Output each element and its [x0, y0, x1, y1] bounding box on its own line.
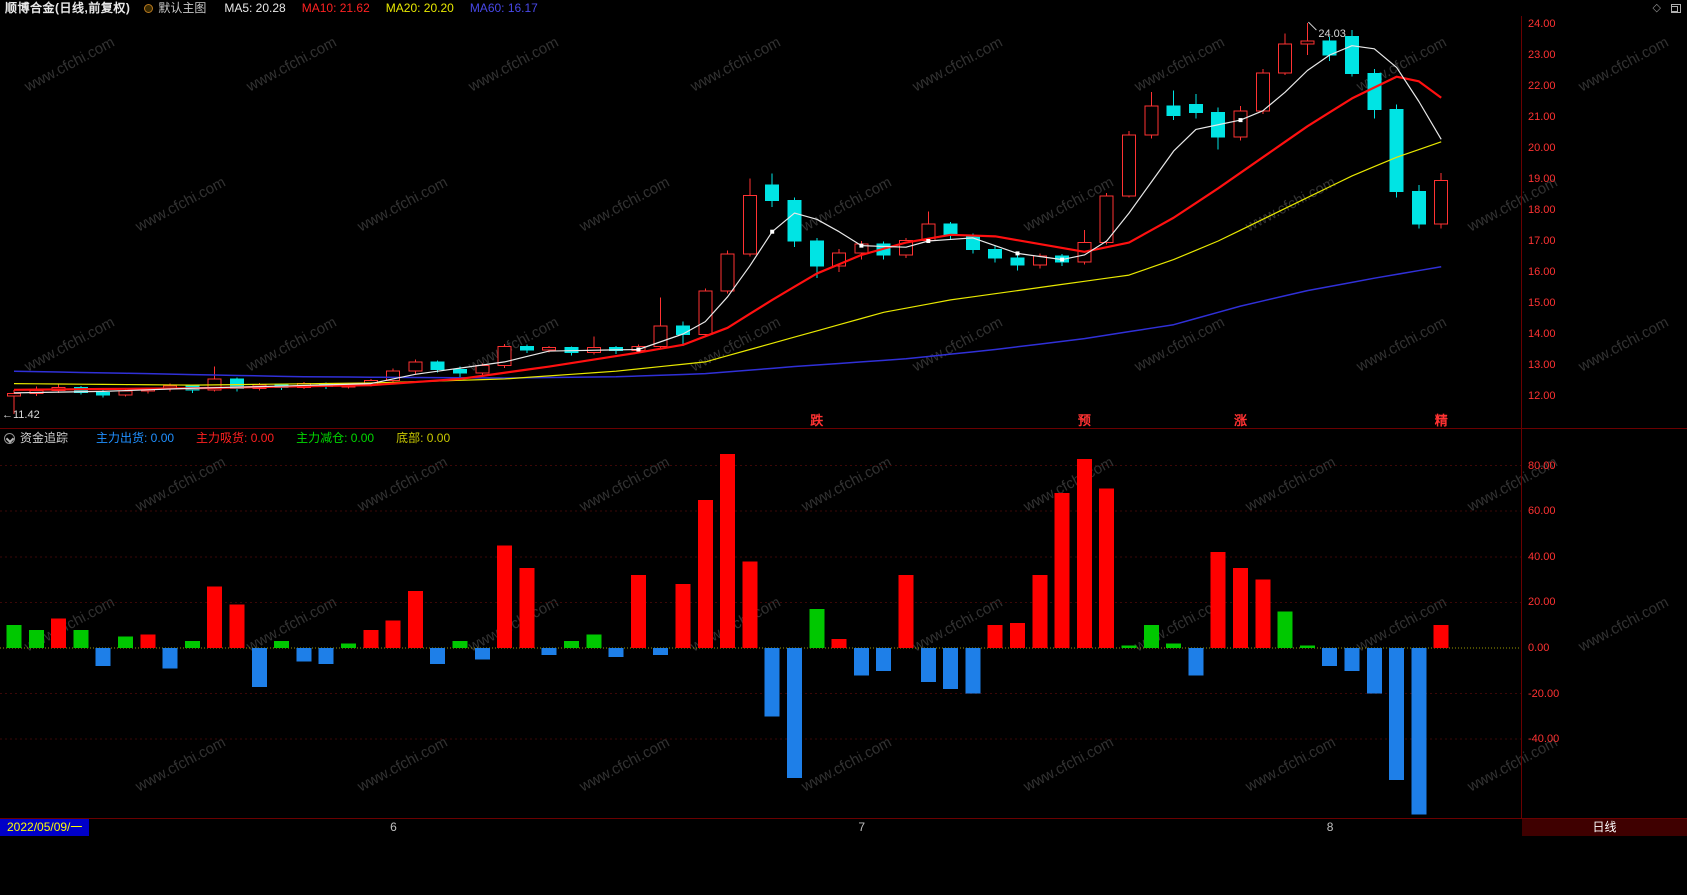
main-price-axis: 24.00 23.00 22.00 21.00 20.00 19.00 18.00 17.00…: [1522, 16, 1686, 428]
ma-label-ma5: MA5: 20.28: [224, 1, 286, 15]
svg-text:←11.42: ←11.42: [2, 409, 40, 421]
indicator-legend-item-2: 主力减仓: 0.00: [296, 431, 375, 445]
ma-label-ma60: MA60: 16.17: [469, 1, 538, 15]
indicator-legend-item-1: 主力吸货: 0.00: [196, 431, 275, 445]
period-selector[interactable]: 日线: [1522, 819, 1687, 836]
price-tick-label: 20.00: [1528, 142, 1556, 154]
svg-text:预: 预: [1078, 413, 1091, 428]
price-tick-label: 22.00: [1528, 80, 1556, 92]
svg-text:跌: 跌: [810, 413, 824, 428]
price-tick-label: 16.00: [1528, 266, 1556, 278]
chart-header: 顺博合金(日线,前复权) 默认主图 MA5: 20.28 MA10: 21.62 M…: [0, 0, 1687, 16]
ma-label-ma10: MA10: 21.62: [301, 1, 370, 15]
value-tick-label: 0.00: [1528, 642, 1550, 654]
axis-separator: [1521, 16, 1522, 836]
header-corner: ◇: [1653, 1, 1681, 15]
overlay-label[interactable]: 默认主图: [158, 1, 207, 15]
price-tick-label: 15.00: [1528, 297, 1556, 309]
value-tick-label: -20.00: [1528, 687, 1560, 700]
month-tick-label: 7: [858, 820, 866, 834]
svg-text:涨: 涨: [1233, 413, 1247, 428]
panel-separator: [0, 428, 1687, 429]
value-tick-label: 20.00: [1528, 596, 1556, 609]
fund-tracking-canvas[interactable]: [0, 429, 1521, 818]
month-tick-label: 8: [1326, 820, 1334, 834]
current-date-label[interactable]: 2022/05/09/一: [0, 819, 90, 836]
indicator-legend: 主力出货: 0.00 主力吸货: 0.00 主力减仓: 0.00 底部: 0.00: [96, 430, 450, 446]
svg-text:24.03: 24.03: [1318, 28, 1346, 40]
indicator-value-axis: 80.00 60.00 40.00 20.00 0.00 -20.00 -40.00: [1522, 429, 1686, 818]
value-tick-label: 80.00: [1528, 459, 1556, 472]
indicator-collapse-icon[interactable]: [4, 432, 15, 444]
bottom-bar: 2022/05/09/一 6 7 8 日线: [0, 819, 1687, 836]
restore-window-icon[interactable]: [1671, 3, 1681, 13]
indicator-legend-item-3: 底部: 0.00: [396, 431, 451, 445]
svg-text:精: 精: [1435, 413, 1448, 428]
price-tick-label: 14.00: [1528, 328, 1556, 340]
price-tick-label: 13.00: [1528, 359, 1556, 371]
price-tick-label: 19.00: [1528, 173, 1556, 185]
indicator-header: 资金追踪 主力出货: 0.00 主力吸货: 0.00 主力减仓: 0.00 底部: 0…: [0, 430, 450, 446]
value-tick-label: 60.00: [1528, 505, 1556, 518]
overlay-style-icon[interactable]: [144, 3, 154, 13]
indicator-legend-item-0: 主力出货: 0.00: [96, 431, 175, 445]
bottom-separator: [0, 818, 1687, 819]
price-tick-label: 23.00: [1528, 49, 1556, 61]
ma-label-ma20: MA20: 20.20: [385, 1, 454, 15]
stock-title: 顺博合金(日线,前复权): [5, 1, 131, 15]
price-tick-label: 18.00: [1528, 204, 1556, 216]
diamond-icon[interactable]: ◇: [1652, 2, 1661, 14]
price-tick-label: 12.00: [1528, 390, 1556, 402]
month-tick-label: 6: [390, 820, 397, 834]
value-tick-label: -40.00: [1528, 733, 1560, 746]
main-chart-canvas[interactable]: 24.03 ←11.42 跌 预 涨 精: [0, 16, 1521, 428]
indicator-name[interactable]: 资金追踪: [20, 431, 69, 445]
price-tick-label: 17.00: [1528, 235, 1556, 247]
value-tick-label: 40.00: [1528, 550, 1556, 563]
price-tick-label: 24.00: [1528, 18, 1556, 30]
price-tick-label: 21.00: [1528, 111, 1556, 123]
ma-legend: MA5: 20.28 MA10: 21.62 MA20: 20.20 MA60: 16…: [224, 0, 538, 16]
